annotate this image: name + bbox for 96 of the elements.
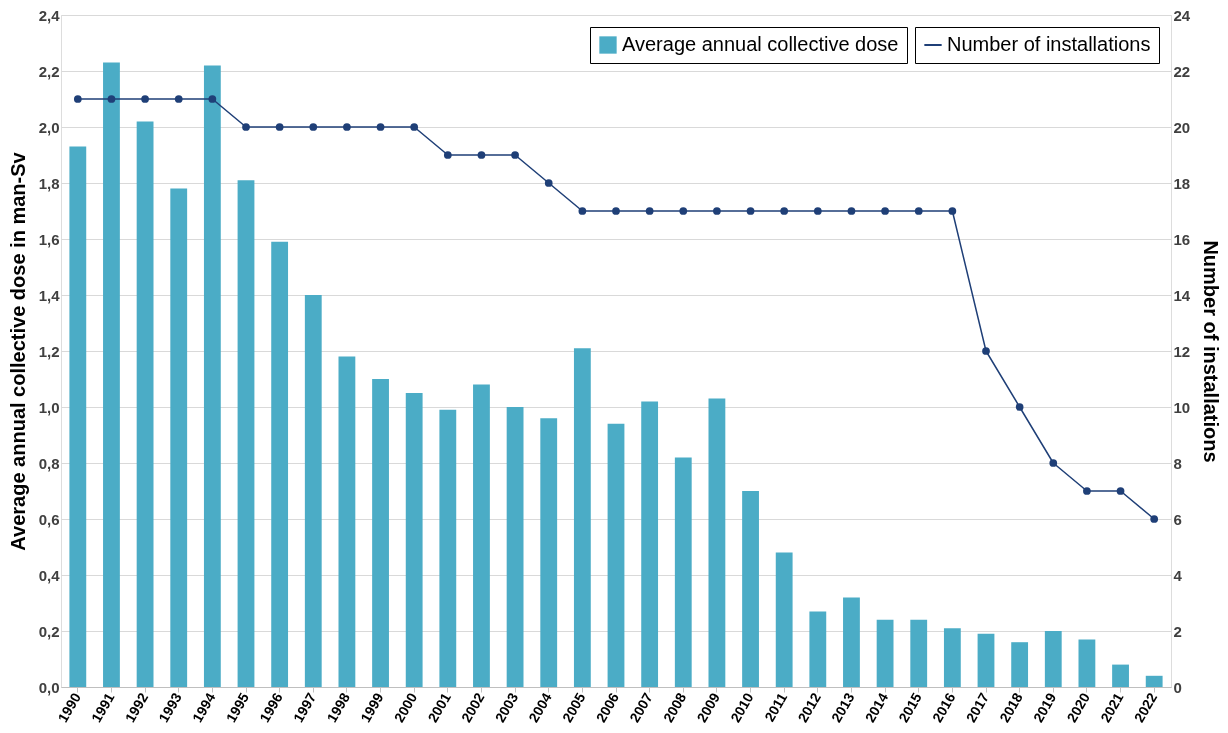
point xyxy=(275,123,284,131)
point xyxy=(73,95,82,103)
y-tick-label: 1,6 xyxy=(38,230,60,248)
point xyxy=(443,151,452,159)
bar xyxy=(607,423,625,687)
point xyxy=(544,179,553,187)
bar xyxy=(1078,639,1096,687)
legend-label: Average annual collective dose xyxy=(622,33,899,55)
y2-axis-title: Number of installations xyxy=(1200,240,1223,463)
bar xyxy=(910,619,928,687)
y2-tick-label: 6 xyxy=(1173,510,1182,528)
y2-tick-label: 0 xyxy=(1173,678,1182,696)
y-tick-label: 2,2 xyxy=(38,62,60,80)
point xyxy=(982,347,990,355)
point xyxy=(746,207,755,215)
bar xyxy=(641,401,659,687)
bar xyxy=(742,491,759,687)
point xyxy=(376,123,385,131)
point xyxy=(813,207,822,215)
point xyxy=(1015,403,1024,411)
point xyxy=(612,207,620,215)
point xyxy=(914,207,923,215)
y-tick-label: 1,4 xyxy=(38,286,61,304)
y-tick-label: 1,2 xyxy=(38,342,60,360)
point xyxy=(1150,515,1159,523)
y-axis-title: Average annual collective dose in man-Sv xyxy=(6,151,29,551)
point xyxy=(1116,487,1125,495)
bar xyxy=(843,597,860,687)
bar xyxy=(1112,664,1129,687)
y-tick-label: 2,4 xyxy=(38,6,61,24)
bar xyxy=(674,457,692,687)
point xyxy=(208,95,217,103)
y-tick-label: 0,4 xyxy=(38,566,61,584)
bar xyxy=(977,633,995,687)
bar xyxy=(405,393,423,687)
bar xyxy=(943,628,961,687)
y2-tick-label: 8 xyxy=(1173,454,1182,472)
y2-tick-label: 4 xyxy=(1173,566,1183,584)
bar xyxy=(103,62,120,687)
point xyxy=(1083,487,1091,495)
point xyxy=(713,207,721,215)
point xyxy=(679,207,688,215)
bar xyxy=(473,384,490,687)
point xyxy=(343,123,351,131)
y-tick-label: 0,6 xyxy=(38,510,60,528)
y2-tick-label: 18 xyxy=(1173,174,1191,192)
bar xyxy=(708,398,726,687)
bar xyxy=(775,552,793,687)
bar xyxy=(338,356,356,687)
point xyxy=(141,95,149,103)
y2-tick-label: 20 xyxy=(1173,118,1191,136)
point xyxy=(578,207,587,215)
bar xyxy=(573,348,591,687)
y2-tick-label: 2 xyxy=(1173,622,1182,640)
y2-tick-label: 10 xyxy=(1173,398,1191,416)
bar xyxy=(237,180,255,687)
bar xyxy=(1044,631,1062,687)
y-tick-label: 0,2 xyxy=(38,622,60,640)
y2-tick-label: 14 xyxy=(1173,286,1191,304)
bar xyxy=(876,619,894,687)
point xyxy=(1049,459,1058,467)
y-tick-label: 0,0 xyxy=(38,678,60,696)
point xyxy=(107,95,116,103)
bar xyxy=(809,611,827,687)
y2-tick-label: 12 xyxy=(1173,342,1191,360)
y-tick-label: 1,8 xyxy=(38,174,60,192)
point xyxy=(309,123,318,131)
point xyxy=(242,123,250,131)
bar xyxy=(506,407,524,687)
y2-tick-label: 24 xyxy=(1173,6,1191,24)
y-tick-label: 0,8 xyxy=(38,454,60,472)
bar xyxy=(1011,642,1029,687)
point xyxy=(881,207,889,215)
point xyxy=(645,207,654,215)
legend-label: Number of installations xyxy=(947,33,1151,55)
point xyxy=(511,151,519,159)
bar xyxy=(540,418,558,687)
bar xyxy=(170,188,188,687)
bar xyxy=(271,241,289,687)
bar xyxy=(203,65,221,687)
bar xyxy=(372,379,389,687)
y-tick-label: 1,0 xyxy=(38,398,60,416)
bar xyxy=(1145,675,1163,687)
bar xyxy=(304,295,322,687)
bar xyxy=(136,121,154,687)
point xyxy=(174,95,183,103)
bar xyxy=(439,409,457,687)
point xyxy=(477,151,486,159)
point xyxy=(847,207,856,215)
point xyxy=(410,123,419,131)
y-tick-label: 2,0 xyxy=(38,118,60,136)
y2-tick-label: 22 xyxy=(1173,62,1191,80)
point xyxy=(780,207,789,215)
bar xyxy=(69,146,87,687)
y2-tick-label: 16 xyxy=(1173,230,1191,248)
point xyxy=(948,207,957,215)
